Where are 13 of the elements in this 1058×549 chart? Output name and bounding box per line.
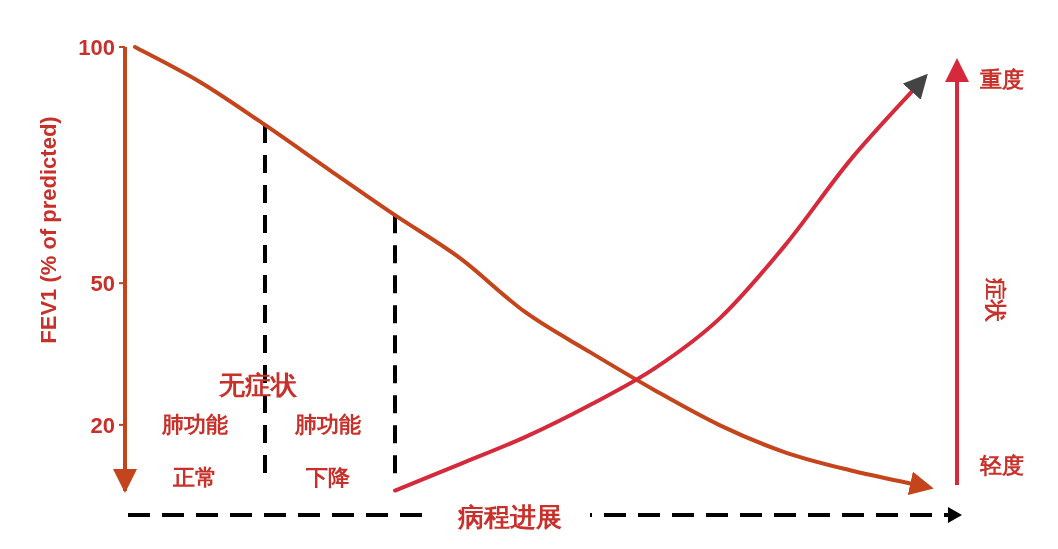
y-tick-label: 20 (90, 412, 115, 438)
annotation: 无症状 (218, 370, 298, 400)
text: 重度 (979, 67, 1024, 92)
annotation: 肺功能 (161, 412, 228, 437)
text: 轻度 (979, 453, 1024, 478)
y-tick-label: 100 (78, 35, 115, 60)
annotation: 正常 (172, 465, 217, 490)
annotation: 下降 (305, 465, 351, 490)
x-axis-title: 病程进展 (457, 502, 562, 532)
y2-axis-title: 症状 (983, 277, 1008, 323)
annotation: 肺功能 (294, 412, 361, 437)
y-tick-label: 50 (90, 271, 115, 297)
y-axis-title: FEV1 (% of predicted) (36, 116, 61, 344)
